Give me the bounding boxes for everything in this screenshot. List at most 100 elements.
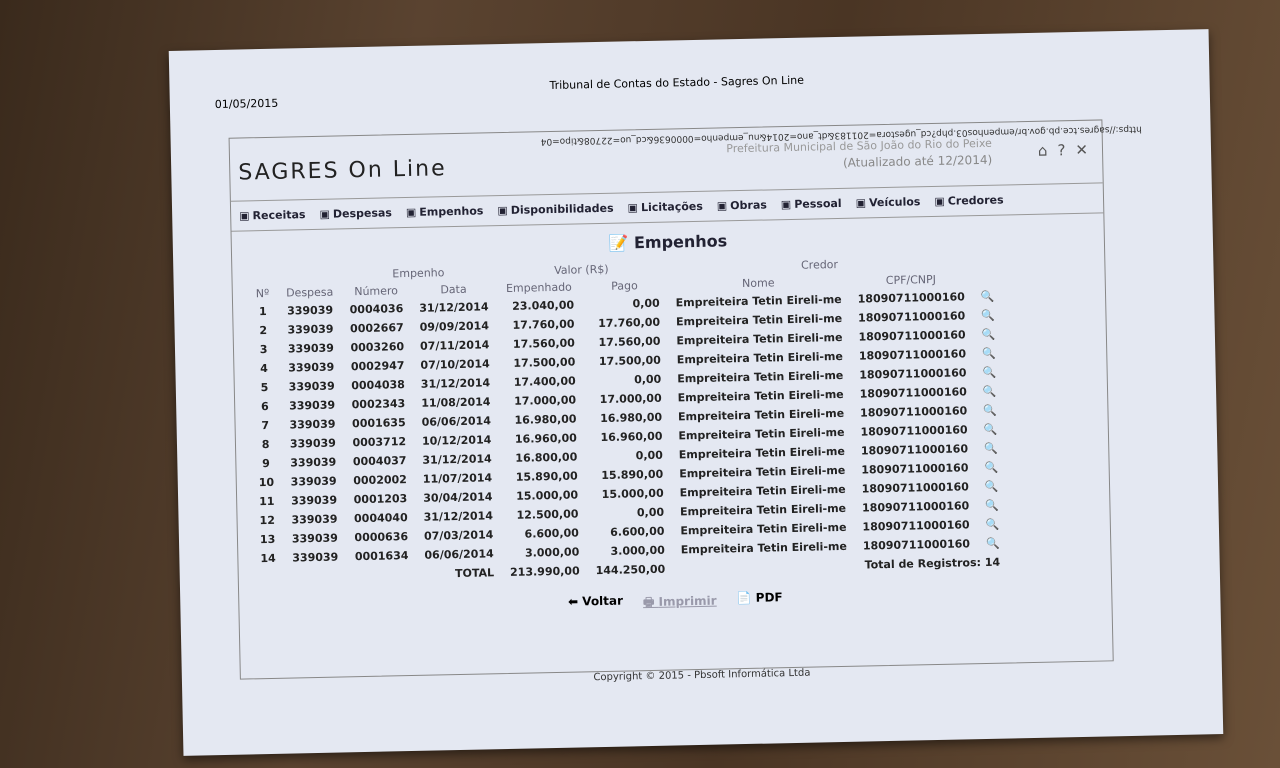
details-icon[interactable]: 🔍	[980, 289, 995, 304]
nav-item-8[interactable]: ▣ Credores	[934, 194, 1003, 208]
nav-label: Receitas	[252, 208, 306, 223]
table-cell: 15.000,00	[516, 488, 579, 503]
nav-icon: ▣	[239, 209, 250, 223]
nav-label: Despesas	[332, 206, 393, 221]
nav-label: Credores	[947, 193, 1004, 208]
table-cell: 06/06/2014	[421, 414, 492, 429]
table-cell: 07/03/2014	[423, 528, 494, 543]
table-cell: 31/12/2014	[422, 452, 492, 467]
table-cell: 0001634	[354, 549, 409, 564]
table-cell: 06/06/2014	[424, 547, 494, 562]
table-cell: 0002343	[351, 397, 406, 412]
table-cell: 0004038	[351, 378, 406, 393]
table-cell: 339039	[290, 493, 338, 508]
nav-icon: ▣	[780, 197, 792, 212]
details-icon[interactable]: 🔍	[982, 384, 997, 398]
table-cell: 339039	[287, 341, 335, 356]
voltar-button[interactable]: ⬅ Voltar	[567, 593, 624, 609]
column-header: Pago	[611, 279, 638, 293]
table-cell: 17.500,00	[598, 353, 661, 369]
table-cell: 30/04/2014	[423, 490, 493, 505]
table-cell: 16.800,00	[515, 450, 578, 465]
table-cell: 0004036	[349, 302, 404, 317]
nav-label: Empenhos	[419, 204, 484, 219]
table-cell: 31/12/2014	[423, 509, 494, 524]
nav-icon: ▣	[319, 207, 331, 221]
details-icon[interactable]: 🔍	[984, 460, 999, 474]
table-cell: 4	[260, 361, 269, 376]
table-cell: 18090711000160	[861, 480, 969, 496]
nav-label: Disponibilidades	[510, 201, 614, 217]
help-icon[interactable]: ?	[1057, 141, 1066, 160]
table-cell: 14	[260, 551, 276, 566]
table-cell: 18090711000160	[861, 461, 969, 477]
print-title: Tribunal de Contas do Estado - Sagres On…	[549, 73, 805, 92]
printed-page: 01/05/2015 Tribunal de Contas do Estado …	[168, 29, 1224, 756]
table-cell: 339039	[287, 303, 334, 318]
table-cell: 07/10/2014	[420, 357, 490, 372]
table-cell: 16.980,00	[599, 410, 663, 426]
table-cell: 18090711000160	[858, 347, 967, 363]
table-cell: 1	[258, 304, 267, 319]
details-icon[interactable]: 🔍	[985, 517, 1000, 531]
imprimir-label: Imprimir	[658, 593, 717, 609]
records-count: 14	[984, 555, 1001, 569]
table-cell: 0004040	[353, 511, 408, 526]
column-header: Despesa	[286, 285, 334, 300]
table-cell: 18090711000160	[859, 404, 968, 420]
nav-icon: ▣	[627, 201, 639, 215]
column-header: Data	[440, 282, 467, 297]
table-cell: 0,00	[632, 296, 660, 311]
table-cell: 18090711000160	[859, 366, 967, 382]
table-cell: 17.400,00	[513, 374, 576, 389]
page-icon: 📝	[608, 233, 629, 253]
table-cell: 18090711000160	[857, 309, 966, 325]
details-icon[interactable]: 🔍	[981, 308, 996, 323]
table-cell: 18090711000160	[860, 442, 969, 458]
nav-item-4[interactable]: ▣ Licitações	[627, 200, 703, 215]
details-icon[interactable]: 🔍	[983, 403, 998, 417]
table-cell: 17.000,00	[514, 393, 577, 408]
table-cell: 09/09/2014	[419, 319, 490, 334]
nav-item-5[interactable]: ▣ Obras	[717, 198, 767, 212]
table-cell: 17.760,00	[598, 315, 661, 331]
total-pago: 144.250,00	[595, 562, 666, 578]
nav-item-3[interactable]: ▣ Disponibilidades	[497, 202, 614, 217]
nav-icon: ▣	[855, 196, 867, 210]
close-icon[interactable]: ✕	[1075, 140, 1089, 159]
table-cell: 339039	[287, 322, 334, 337]
nav-item-0[interactable]: ▣ Receitas	[239, 208, 306, 222]
table-cell: 339039	[288, 360, 335, 375]
nav-label: Obras	[730, 198, 767, 213]
app-frame: https://sagres.tce.pb.gov.br/empenhos03.…	[228, 119, 1142, 680]
details-icon[interactable]: 🔍	[983, 422, 998, 436]
home-icon[interactable]: ⌂	[1037, 141, 1048, 160]
table-cell: 11/08/2014	[421, 395, 491, 410]
details-icon[interactable]: 🔍	[981, 346, 996, 360]
details-icon[interactable]: 🔍	[981, 327, 996, 342]
details-icon[interactable]: 🔍	[984, 479, 999, 493]
table-cell: 339039	[289, 436, 336, 451]
table-cell: 5	[260, 380, 269, 395]
details-icon[interactable]: 🔍	[985, 536, 1000, 550]
nav-item-2[interactable]: ▣ Empenhos	[406, 204, 484, 219]
pdf-button[interactable]: 📄 PDF	[736, 590, 783, 606]
imprimir-button[interactable]: 🖶 Imprimir	[642, 593, 717, 610]
table-cell: 0001203	[353, 492, 408, 507]
table-cell: 3	[259, 342, 268, 357]
table-cell: 11/07/2014	[422, 471, 493, 486]
table-cell: 18090711000160	[860, 423, 968, 439]
details-icon[interactable]: 🔍	[982, 365, 997, 379]
table-cell: 31/12/2014	[420, 376, 491, 391]
table-cell: 0003260	[350, 340, 405, 355]
logo: SAGRES On Line	[238, 156, 447, 186]
nav-item-7[interactable]: ▣ Veículos	[855, 195, 920, 209]
nav-item-1[interactable]: ▣ Despesas	[319, 206, 392, 221]
details-icon[interactable]: 🔍	[983, 441, 998, 455]
details-icon[interactable]: 🔍	[985, 498, 1000, 512]
print-date: 01/05/2015	[214, 96, 279, 112]
table-cell: 18090711000160	[857, 290, 965, 306]
table-cell: 23.040,00	[512, 298, 575, 313]
nav-item-6[interactable]: ▣ Pessoal	[781, 197, 842, 211]
table-cell: 12	[259, 513, 276, 528]
